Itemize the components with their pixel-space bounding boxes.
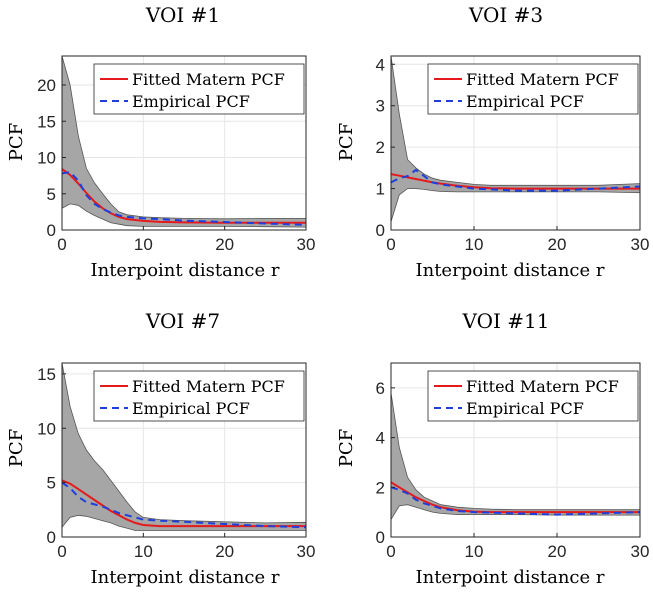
y-axis-label: PCF <box>6 429 27 467</box>
y-axis-label: PCF <box>336 429 357 467</box>
fitted-matern-line <box>62 479 306 528</box>
panel-title: VOI #3 <box>468 3 543 27</box>
x-ticks: 0 10 20 30 <box>386 226 649 254</box>
x-ticks: 0 10 20 30 <box>57 226 315 254</box>
legend: Fitted Matern PCF Empirical PCF <box>427 370 639 422</box>
axes <box>61 55 307 231</box>
x-tick-label: 0 <box>386 542 395 561</box>
series <box>391 481 640 516</box>
x-tick-label: 0 <box>57 235 66 254</box>
y-tick-label: 5 <box>47 474 56 493</box>
simulation-envelope <box>62 56 306 228</box>
y-ticks: 0 5 10 15 <box>37 365 66 547</box>
y-tick-label: 2 <box>376 478 385 497</box>
x-tick-label: 30 <box>631 542 650 561</box>
panel-title: VOI #11 <box>462 309 550 333</box>
x-tick-label: 0 <box>386 235 395 254</box>
y-tick-label: 2 <box>376 138 385 157</box>
y-tick-label: 4 <box>376 429 385 448</box>
panel-voi-3: VOI #3 0 10 20 30 0 1 2 3 4 Interpoint distance… <box>336 3 649 281</box>
y-tick-label: 0 <box>47 528 56 547</box>
y-tick-label: 6 <box>376 379 385 398</box>
x-ticks: 0 10 20 30 <box>57 533 315 561</box>
x-tick-label: 20 <box>215 542 234 561</box>
legend-empirical-label: Empirical PCF <box>132 92 250 111</box>
x-tick-label: 20 <box>548 542 567 561</box>
y-tick-label: 1 <box>376 180 385 199</box>
simulation-envelope <box>391 392 640 521</box>
y-tick-label: 10 <box>37 149 56 168</box>
legend-box <box>427 370 639 422</box>
legend: Fitted Matern PCF Empirical PCF <box>93 63 305 115</box>
legend-box <box>93 63 305 115</box>
legend-fitted-label: Fitted Matern PCF <box>466 70 619 89</box>
legend-box <box>93 370 305 422</box>
axes <box>390 362 641 538</box>
x-axis-label: Interpoint distance r <box>91 567 280 588</box>
x-tick-label: 10 <box>134 235 153 254</box>
x-axis-label: Interpoint distance r <box>91 260 280 281</box>
x-tick-label: 0 <box>57 542 66 561</box>
x-axis-label: Interpoint distance r <box>416 260 605 281</box>
axes-frame <box>61 362 307 538</box>
legend-fitted-label: Fitted Matern PCF <box>132 377 285 396</box>
panel-title: VOI #1 <box>145 3 220 27</box>
legend-empirical-label: Empirical PCF <box>466 92 584 111</box>
x-tick-label: 20 <box>548 235 567 254</box>
y-ticks: 0 5 10 15 20 <box>37 76 66 240</box>
x-tick-label: 30 <box>631 235 650 254</box>
series <box>62 168 306 226</box>
y-tick-label: 15 <box>37 365 56 384</box>
envelope <box>62 363 306 531</box>
series <box>391 168 640 192</box>
panel-voi-1: VOI #1 0 10 20 30 0 5 10 15 20 Interpoint dista… <box>6 3 315 281</box>
legend-empirical-label: Empirical PCF <box>132 399 250 418</box>
simulation-envelope <box>62 363 306 531</box>
empirical-pcf-line <box>62 481 306 529</box>
empirical-pcf-line <box>62 170 306 226</box>
empirical-pcf-line <box>391 168 640 192</box>
y-tick-label: 4 <box>376 55 385 74</box>
y-axis-label: PCF <box>336 123 357 161</box>
legend-empirical-label: Empirical PCF <box>466 399 584 418</box>
x-tick-label: 10 <box>465 542 484 561</box>
y-axis-label: PCF <box>6 123 27 161</box>
y-ticks: 0 2 4 6 <box>376 379 395 547</box>
axes-frame <box>390 362 641 538</box>
x-tick-label: 30 <box>297 235 316 254</box>
y-tick-label: 0 <box>376 528 385 547</box>
x-tick-label: 10 <box>134 542 153 561</box>
envelope <box>62 56 306 228</box>
panel-voi-11: VOI #11 0 10 20 30 0 2 4 6 Interpoint distance… <box>336 309 649 588</box>
panel-title: VOI #7 <box>145 309 220 333</box>
series <box>62 479 306 529</box>
legend-box <box>427 63 639 115</box>
y-tick-label: 5 <box>47 185 56 204</box>
axes <box>390 55 641 231</box>
y-ticks: 0 1 2 3 4 <box>376 55 395 240</box>
axes-frame <box>390 55 641 231</box>
y-tick-label: 10 <box>37 419 56 438</box>
x-axis-label: Interpoint distance r <box>416 567 605 588</box>
axes <box>61 362 307 538</box>
y-tick-label: 0 <box>376 221 385 240</box>
panel-voi-7: VOI #7 0 10 20 30 0 5 10 15 Interpoint distanc… <box>6 309 315 588</box>
y-tick-label: 3 <box>376 97 385 116</box>
y-tick-label: 15 <box>37 112 56 131</box>
x-tick-label: 10 <box>465 235 484 254</box>
envelope <box>391 392 640 521</box>
y-tick-label: 0 <box>47 221 56 240</box>
axes-frame <box>61 55 307 231</box>
legend-fitted-label: Fitted Matern PCF <box>466 377 619 396</box>
x-tick-label: 20 <box>215 235 234 254</box>
legend: Fitted Matern PCF Empirical PCF <box>93 370 305 422</box>
y-tick-label: 20 <box>37 76 56 95</box>
x-tick-label: 30 <box>297 542 316 561</box>
x-ticks: 0 10 20 30 <box>386 533 649 561</box>
legend: Fitted Matern PCF Empirical PCF <box>427 63 639 115</box>
legend-fitted-label: Fitted Matern PCF <box>132 70 285 89</box>
empirical-pcf-line <box>391 486 640 516</box>
